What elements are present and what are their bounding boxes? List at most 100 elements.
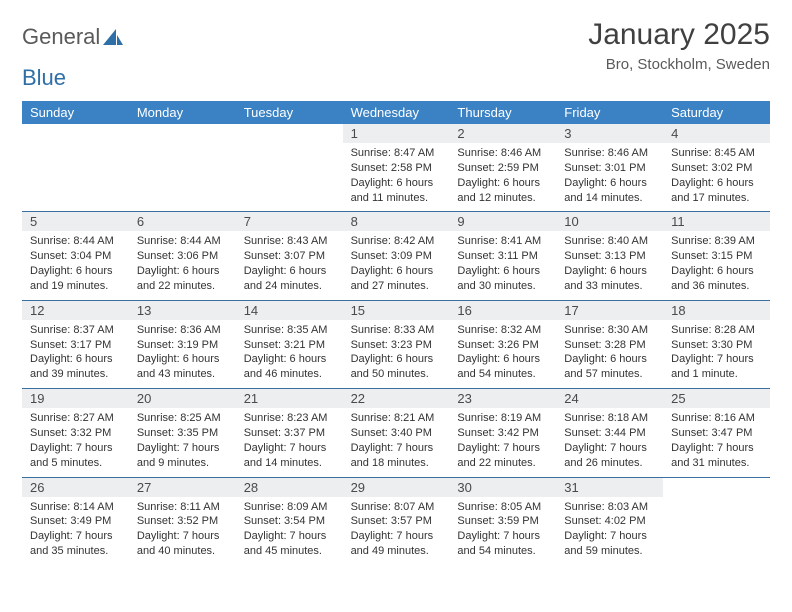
- day-sr: Sunrise: 8:16 AM: [671, 411, 764, 426]
- day-d1: Daylight: 7 hours: [457, 529, 550, 544]
- calendar-day: 12Sunrise: 8:37 AMSunset: 3:17 PMDayligh…: [22, 301, 129, 388]
- calendar-day: 30 Sunrise: 8:05 AMSunset: 3:59 PMDayligh…: [449, 478, 556, 565]
- day-info: Sunrise: 8:46 AMSunset: 2:59 PMDaylight:…: [449, 146, 556, 205]
- day-sr: Sunrise: 8:23 AM: [244, 411, 337, 426]
- day-ss: Sunset: 3:17 PM: [30, 338, 123, 353]
- day-d1: Daylight: 6 hours: [564, 264, 657, 279]
- logo-sail-icon: [102, 28, 124, 46]
- day-d1: Daylight: 7 hours: [30, 529, 123, 544]
- day-number: 16: [449, 301, 556, 320]
- day-number: 20: [129, 389, 236, 408]
- day-number: 13: [129, 301, 236, 320]
- calendar-day: 28Sunrise: 8:09 AMSunset: 3:54 PMDayligh…: [236, 478, 343, 565]
- day-info: Sunrise: 8:28 AMSunset: 3:30 PMDaylight:…: [663, 323, 770, 382]
- day-info: Sunrise: 8:09 AMSunset: 3:54 PMDaylight:…: [236, 500, 343, 559]
- day-d2: and 30 minutes.: [457, 279, 550, 294]
- day-ss: Sunset: 3:54 PM: [244, 514, 337, 529]
- day-info: Sunrise: 8:44 AMSunset: 3:04 PMDaylight:…: [22, 234, 129, 293]
- calendar-day: 11 Sunrise: 8:39 AMSunset: 3:15 PMDayligh…: [663, 212, 770, 299]
- logo-word1: General: [22, 24, 100, 50]
- day-d1: Daylight: 6 hours: [564, 352, 657, 367]
- day-number: 9: [449, 212, 556, 231]
- day-ss: Sunset: 3:11 PM: [457, 249, 550, 264]
- day-info: Sunrise: 8:41 AMSunset: 3:11 PMDaylight:…: [449, 234, 556, 293]
- day-d2: and 27 minutes.: [351, 279, 444, 294]
- day-number: 15: [343, 301, 450, 320]
- day-ss: Sunset: 3:32 PM: [30, 426, 123, 441]
- calendar-day: 14Sunrise: 8:35 AMSunset: 3:21 PMDayligh…: [236, 301, 343, 388]
- day-number: 11: [663, 212, 770, 231]
- day-info: Sunrise: 8:21 AMSunset: 3:40 PMDaylight:…: [343, 411, 450, 470]
- day-d2: and 22 minutes.: [137, 279, 230, 294]
- day-d2: and 5 minutes.: [30, 456, 123, 471]
- calendar-day: 1Sunrise: 8:47 AMSunset: 2:58 PMDaylight…: [343, 124, 450, 211]
- day-d2: and 39 minutes.: [30, 367, 123, 382]
- weekday: Friday: [556, 101, 663, 124]
- calendar-day: 25Sunrise: 8:16 AMSunset: 3:47 PMDayligh…: [663, 389, 770, 476]
- day-sr: Sunrise: 8:45 AM: [671, 146, 764, 161]
- day-d2: and 26 minutes.: [564, 456, 657, 471]
- day-sr: Sunrise: 8:27 AM: [30, 411, 123, 426]
- day-number: 24: [556, 389, 663, 408]
- calendar-day: 2Sunrise: 8:46 AMSunset: 2:59 PMDaylight…: [449, 124, 556, 211]
- day-info: Sunrise: 8:46 AMSunset: 3:01 PMDaylight:…: [556, 146, 663, 205]
- day-d2: and 9 minutes.: [137, 456, 230, 471]
- calendar-week: 19Sunrise: 8:27 AMSunset: 3:32 PMDayligh…: [22, 389, 770, 477]
- day-sr: Sunrise: 8:39 AM: [671, 234, 764, 249]
- day-ss: Sunset: 3:57 PM: [351, 514, 444, 529]
- calendar-day: .: [22, 124, 129, 211]
- day-number: 17: [556, 301, 663, 320]
- calendar-day: 8 Sunrise: 8:42 AMSunset: 3:09 PMDaylight…: [343, 212, 450, 299]
- logo: General: [22, 18, 124, 50]
- day-number: 30: [449, 478, 556, 497]
- day-sr: Sunrise: 8:42 AM: [351, 234, 444, 249]
- calendar-day: 31 Sunrise: 8:03 AMSunset: 4:02 PMDayligh…: [556, 478, 663, 565]
- day-d1: Daylight: 7 hours: [137, 441, 230, 456]
- day-d2: and 1 minute.: [671, 367, 764, 382]
- calendar-week: 26Sunrise: 8:14 AMSunset: 3:49 PMDayligh…: [22, 478, 770, 565]
- day-number: 26: [22, 478, 129, 497]
- day-number: 5: [22, 212, 129, 231]
- day-info: Sunrise: 8:23 AMSunset: 3:37 PMDaylight:…: [236, 411, 343, 470]
- day-d1: Daylight: 6 hours: [244, 264, 337, 279]
- day-ss: Sunset: 3:49 PM: [30, 514, 123, 529]
- day-d2: and 46 minutes.: [244, 367, 337, 382]
- day-d1: Daylight: 6 hours: [564, 176, 657, 191]
- calendar-week: ...1Sunrise: 8:47 AMSunset: 2:58 PMDayli…: [22, 124, 770, 212]
- calendar-day: 4Sunrise: 8:45 AMSunset: 3:02 PMDaylight…: [663, 124, 770, 211]
- day-number: 18: [663, 301, 770, 320]
- day-d2: and 12 minutes.: [457, 191, 550, 206]
- day-info: Sunrise: 8:03 AMSunset: 4:02 PMDaylight:…: [556, 500, 663, 559]
- day-d1: Daylight: 6 hours: [137, 352, 230, 367]
- page-title: January 2025: [588, 18, 770, 52]
- calendar-day: 22Sunrise: 8:21 AMSunset: 3:40 PMDayligh…: [343, 389, 450, 476]
- day-number: 14: [236, 301, 343, 320]
- day-sr: Sunrise: 8:46 AM: [457, 146, 550, 161]
- day-ss: Sunset: 3:09 PM: [351, 249, 444, 264]
- day-info: Sunrise: 8:39 AMSunset: 3:15 PMDaylight:…: [663, 234, 770, 293]
- calendar-day: 6Sunrise: 8:44 AMSunset: 3:06 PMDaylight…: [129, 212, 236, 299]
- day-number: 23: [449, 389, 556, 408]
- day-sr: Sunrise: 8:46 AM: [564, 146, 657, 161]
- day-number: 4: [663, 124, 770, 143]
- day-ss: Sunset: 3:01 PM: [564, 161, 657, 176]
- day-info: Sunrise: 8:47 AMSunset: 2:58 PMDaylight:…: [343, 146, 450, 205]
- day-d2: and 17 minutes.: [671, 191, 764, 206]
- day-sr: Sunrise: 8:03 AM: [564, 500, 657, 515]
- day-info: Sunrise: 8:36 AMSunset: 3:19 PMDaylight:…: [129, 323, 236, 382]
- location: Bro, Stockholm, Sweden: [588, 56, 770, 73]
- day-ss: Sunset: 3:26 PM: [457, 338, 550, 353]
- day-d1: Daylight: 6 hours: [671, 176, 764, 191]
- day-info: Sunrise: 8:32 AMSunset: 3:26 PMDaylight:…: [449, 323, 556, 382]
- day-d1: Daylight: 7 hours: [351, 529, 444, 544]
- day-info: Sunrise: 8:05 AMSunset: 3:59 PMDaylight:…: [449, 500, 556, 559]
- day-ss: Sunset: 4:02 PM: [564, 514, 657, 529]
- weekday: Wednesday: [343, 101, 450, 124]
- day-info: Sunrise: 8:43 AMSunset: 3:07 PMDaylight:…: [236, 234, 343, 293]
- day-info: Sunrise: 8:25 AMSunset: 3:35 PMDaylight:…: [129, 411, 236, 470]
- day-ss: Sunset: 3:52 PM: [137, 514, 230, 529]
- day-number: 8: [343, 212, 450, 231]
- calendar-week: 5 Sunrise: 8:44 AMSunset: 3:04 PMDaylight…: [22, 212, 770, 300]
- day-info: Sunrise: 8:42 AMSunset: 3:09 PMDaylight:…: [343, 234, 450, 293]
- day-number: 31: [556, 478, 663, 497]
